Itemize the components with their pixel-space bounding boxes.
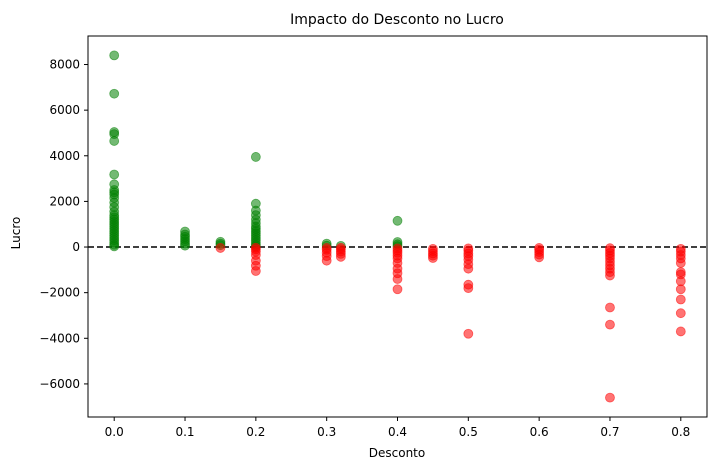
y-tick-label: −4000 <box>39 331 80 345</box>
plot-frame <box>87 35 708 418</box>
data-point <box>675 267 686 278</box>
data-point <box>675 294 686 305</box>
data-point <box>392 284 403 295</box>
y-tick-label: −6000 <box>39 377 80 391</box>
data-point <box>392 215 403 226</box>
data-point <box>463 279 474 290</box>
y-tick-label: 8000 <box>49 58 80 72</box>
data-point <box>109 50 120 61</box>
data-point <box>675 308 686 319</box>
data-point <box>463 243 474 254</box>
x-tick-label: 0.6 <box>530 425 549 439</box>
data-point <box>215 243 226 253</box>
y-tick-label: 6000 <box>49 103 80 117</box>
data-point <box>392 243 403 254</box>
data-point <box>605 392 615 403</box>
x-axis-title: Desconto <box>369 446 425 460</box>
y-tick-label: −2000 <box>39 286 80 300</box>
data-point <box>428 243 438 254</box>
data-point <box>250 242 261 253</box>
data-point <box>109 169 120 180</box>
data-point <box>675 326 686 337</box>
data-point <box>109 241 120 252</box>
chart-title: Impacto do Desconto no Lucro <box>290 12 504 28</box>
data-point <box>605 302 615 313</box>
x-tick-label: 0.4 <box>388 425 407 439</box>
data-point <box>109 136 120 146</box>
data-point <box>250 152 261 162</box>
x-tick-label: 0.5 <box>459 425 478 439</box>
y-tick-label: 2000 <box>49 194 80 208</box>
data-point <box>605 319 615 330</box>
x-tick-label: 0.3 <box>317 425 336 439</box>
data-point <box>321 243 332 253</box>
data-point <box>534 243 545 253</box>
data-point <box>335 242 346 253</box>
data-point <box>605 243 615 254</box>
x-tick-label: 0.1 <box>175 425 194 439</box>
x-tick-label: 0.0 <box>105 425 124 439</box>
plot-area: 0.0 0.1 0.2 0.3 0.4 0.5 0.6 0.7 0.8 −6000 −4000 −20… <box>39 35 708 439</box>
x-tick-label: 0.2 <box>246 425 265 439</box>
data-point <box>180 240 190 251</box>
data-point <box>109 88 120 99</box>
y-axis-title: Lucro <box>9 217 23 250</box>
x-tick-label: 0.7 <box>600 425 619 439</box>
x-tick-label: 0.8 <box>671 425 690 439</box>
data-point <box>675 243 686 254</box>
data-point <box>463 328 474 339</box>
y-tick-label: 0 <box>72 240 80 254</box>
y-tick-label: 4000 <box>49 149 80 163</box>
